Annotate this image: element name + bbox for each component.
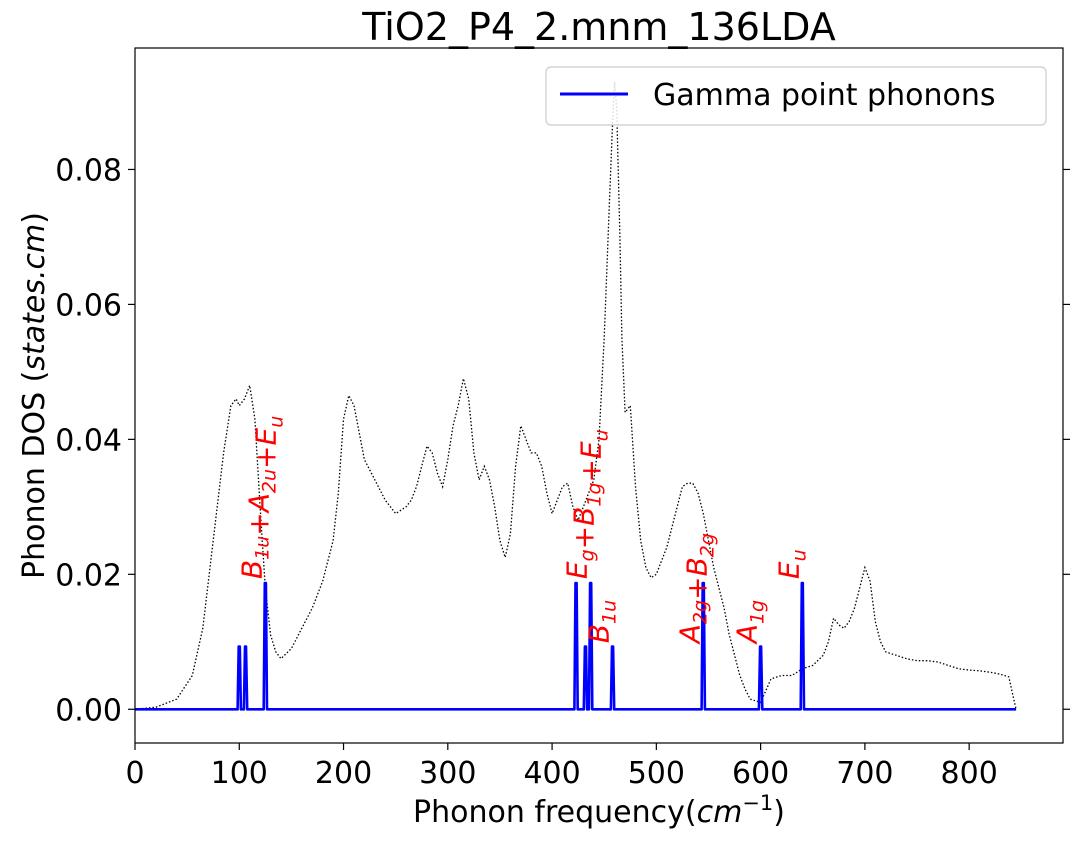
x-tick-label: 400	[523, 756, 580, 791]
x-tick-label: 300	[419, 756, 476, 791]
x-tick-label: 600	[732, 756, 789, 791]
y-axis-title: Phonon DOS (states.cm)	[17, 212, 52, 579]
peak-annotation: B1u	[583, 600, 621, 643]
x-tick-label: 500	[628, 756, 685, 791]
y-tick-label: 0.02	[55, 558, 122, 593]
axes: 0 100 200 300 400 500 600 700 800 0.00 0.02 0.04 0.0…	[55, 153, 1070, 791]
chart-title: TiO2_P4_2.mnm_136LDA	[361, 5, 835, 49]
x-tick-label: 100	[211, 756, 268, 791]
legend: Gamma point phonons	[545, 66, 1047, 126]
legend-label: Gamma point phonons	[653, 78, 995, 113]
peak-annotation: Eg+B1g+Eu	[561, 429, 613, 579]
gamma-phonon-series	[135, 581, 1017, 711]
peak-annotation: A2g+B2g	[673, 533, 718, 645]
x-tick-label: 200	[315, 756, 372, 791]
y-tick-label: 0.08	[55, 153, 122, 188]
peak-annotation: B1u+A2u+Eu	[235, 416, 287, 579]
x-tick-label: 700	[836, 756, 893, 791]
plot-frame	[134, 47, 1064, 744]
y-tick-label: 0.06	[55, 288, 122, 323]
peak-annotation: Eu	[772, 549, 810, 579]
x-axis-title: Phonon frequency(cm−1)	[413, 791, 785, 830]
y-tick-label: 0.00	[55, 693, 122, 728]
legend-box	[545, 66, 1047, 126]
x-tick-label: 800	[941, 756, 998, 791]
dos-curve	[134, 81, 1017, 710]
peak-annotation: A1g	[731, 600, 769, 645]
x-tick-label: 0	[125, 756, 144, 791]
y-tick-label: 0.04	[55, 423, 122, 458]
